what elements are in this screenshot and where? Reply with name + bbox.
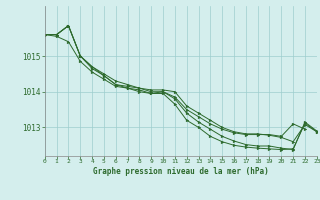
X-axis label: Graphe pression niveau de la mer (hPa): Graphe pression niveau de la mer (hPa) <box>93 167 269 176</box>
